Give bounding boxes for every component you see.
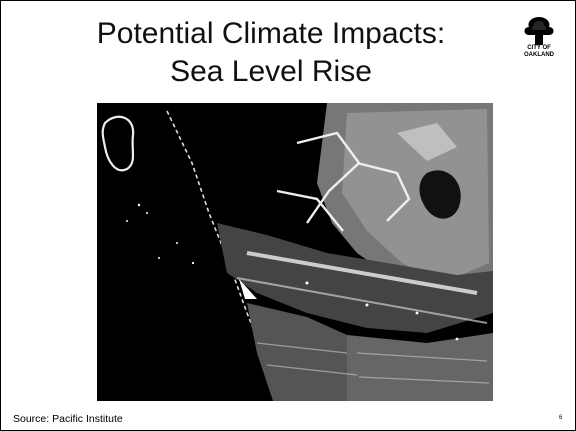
logo-text-line-1: CITY OF <box>527 45 551 51</box>
title-line-2: Sea Level Rise <box>170 55 372 88</box>
page-number: 6 <box>559 415 563 421</box>
logo-text-line-2: OAKLAND <box>524 52 554 58</box>
lower-urban-texture <box>239 279 493 401</box>
speckle-details <box>126 203 459 341</box>
urban-area <box>317 103 493 299</box>
city-of-oakland-logo: CITY OF OAKLAND <box>517 15 561 65</box>
title-line-1: Potential Climate Impacts: <box>96 17 446 50</box>
source-caption: Source: Pacific Institute <box>13 413 123 425</box>
logo-text: CITY OF OAKLAND <box>517 45 561 59</box>
island-outline <box>101 115 135 172</box>
oak-tree-icon <box>524 17 554 45</box>
channel-lines <box>276 131 411 232</box>
sea-level-rise-map-image <box>97 103 493 402</box>
satellite-map-image <box>97 103 493 402</box>
flood-zone-band <box>217 223 493 333</box>
slide-title: Potential Climate Impacts: Sea Level Ris… <box>61 15 481 91</box>
